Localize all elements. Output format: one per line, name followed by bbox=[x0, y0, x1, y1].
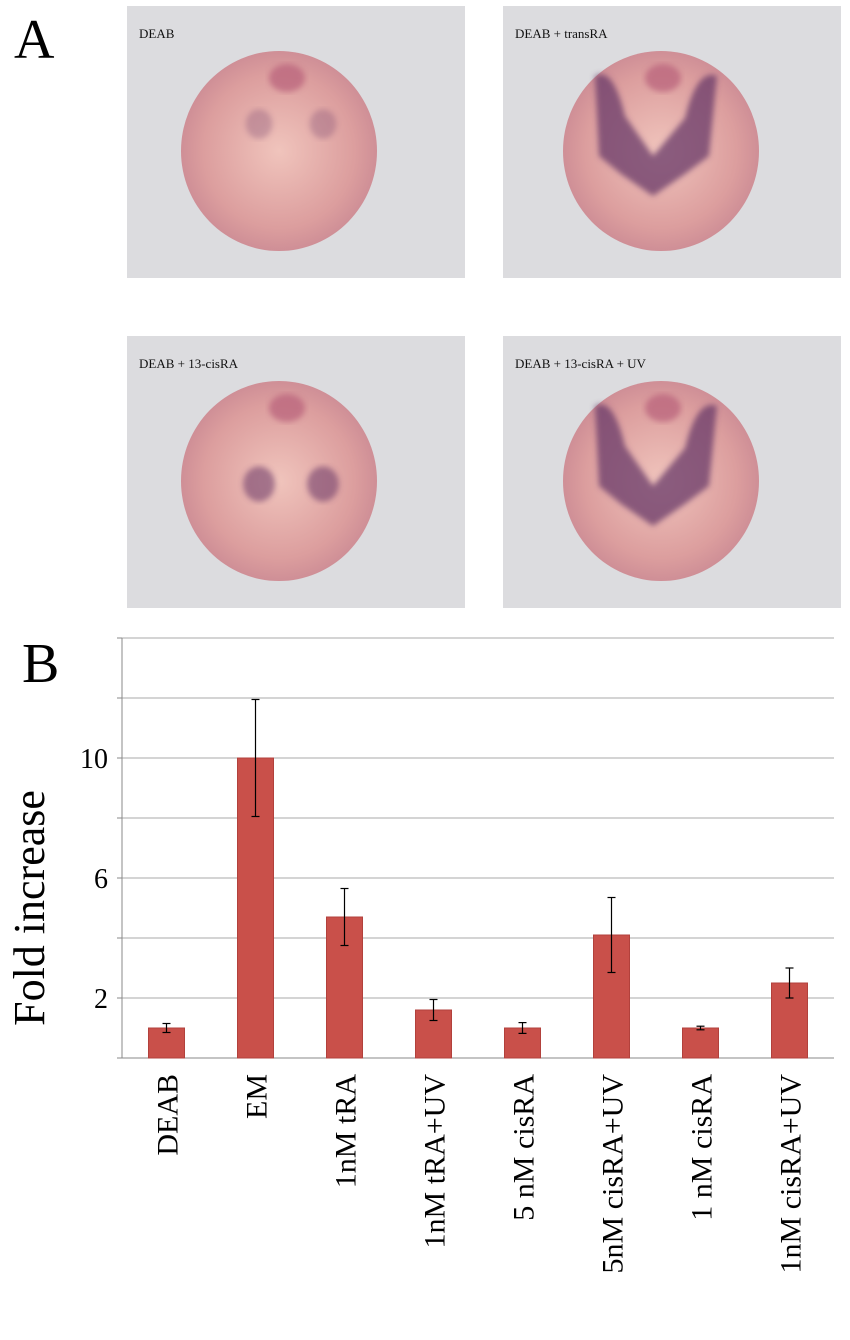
stain-pattern bbox=[245, 109, 337, 139]
x-tick-label: 5 nM cisRA bbox=[508, 1074, 541, 1221]
stain-pattern bbox=[243, 466, 339, 502]
embryo-image bbox=[563, 51, 759, 251]
y-axis-label: Fold increase bbox=[5, 790, 54, 1026]
x-tick-label: DEAB bbox=[152, 1074, 185, 1156]
embryo-pole bbox=[269, 394, 305, 422]
embryo-pole bbox=[645, 64, 681, 92]
x-tick-label: 1nM tRA bbox=[330, 1074, 363, 1189]
bar bbox=[148, 1027, 185, 1059]
panel-b-letter: B bbox=[22, 633, 60, 695]
embryo-image bbox=[563, 381, 759, 581]
stain-pattern bbox=[595, 74, 717, 196]
embryo-photo-deab-transra: DEAB + transRA bbox=[503, 6, 841, 278]
embryo-pole bbox=[645, 394, 681, 422]
embryo-photo-deab-cisra: DEAB + 13-cisRA bbox=[127, 336, 465, 608]
x-tick-label: 1nM tRA+UV bbox=[419, 1074, 452, 1249]
stain-pattern bbox=[595, 404, 717, 526]
embryo-photo-deab-cisra-uv: DEAB + 13-cisRA + UV bbox=[503, 336, 841, 608]
x-tick-label: 5nM cisRA+UV bbox=[597, 1074, 630, 1274]
embryo-photo-deab: DEAB bbox=[127, 6, 465, 278]
x-tick-label: 1nM cisRA+UV bbox=[775, 1074, 808, 1274]
y-tick-label: 2 bbox=[94, 984, 108, 1015]
bar-chart: 2 6 10 Fold increase DEAB EM 1nM tRA 1nM tRA+UV… bbox=[5, 637, 834, 1274]
bar bbox=[415, 1009, 452, 1059]
y-tick-label: 10 bbox=[80, 744, 108, 775]
bar bbox=[682, 1027, 719, 1059]
photo-label: DEAB bbox=[139, 26, 175, 41]
panel-a-letter: A bbox=[14, 9, 55, 71]
embryo-image bbox=[181, 51, 377, 251]
embryo-image bbox=[181, 381, 377, 581]
x-tick-label: EM bbox=[241, 1074, 274, 1119]
photo-label: DEAB + 13-cisRA + UV bbox=[515, 356, 646, 371]
embryo-body bbox=[181, 381, 377, 581]
embryo-pole bbox=[269, 64, 305, 92]
embryo-body bbox=[181, 51, 377, 251]
x-tick-label: 1 nM cisRA bbox=[686, 1074, 719, 1221]
photo-label: DEAB + transRA bbox=[515, 26, 608, 41]
y-tick-label: 6 bbox=[94, 864, 108, 895]
photo-label: DEAB + 13-cisRA bbox=[139, 356, 239, 371]
